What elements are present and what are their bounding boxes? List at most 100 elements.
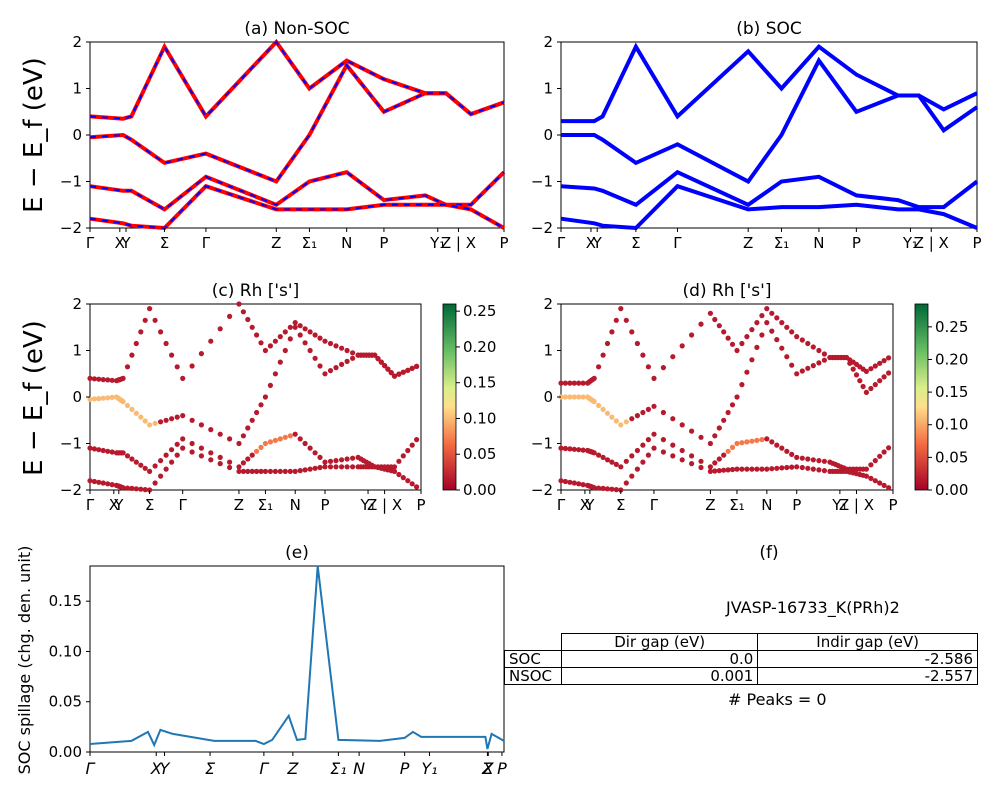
band-point-c [120, 399, 126, 405]
band-line-b [560, 183, 978, 231]
band-point-c [147, 422, 153, 428]
band-point-c [124, 485, 131, 491]
y-tick-label-d: −1 [531, 435, 553, 453]
band-point-d [881, 374, 887, 380]
band-point-d [881, 482, 887, 488]
band-point-d [764, 436, 770, 442]
panel-title-d: (d) Rh ['s'] [683, 281, 772, 301]
band-lines-b [560, 42, 979, 231]
band-point-d [816, 458, 822, 464]
band-point-d [739, 382, 745, 388]
band-point-d [623, 317, 629, 323]
band-point-d [877, 480, 883, 486]
band-point-d [868, 366, 874, 372]
band-point-d [764, 306, 770, 312]
colorbar-c [442, 303, 457, 491]
band-point-c [282, 434, 288, 440]
band-point-d [872, 382, 878, 388]
band-point-d [670, 416, 676, 422]
x-tick-label-c: Σ [145, 496, 154, 514]
x-tick-label-b: P [972, 234, 981, 252]
x-tick-label-a: Y₁ [429, 234, 445, 252]
band-point-c [174, 452, 180, 458]
band-point-d [660, 409, 667, 416]
band-point-c [302, 340, 308, 346]
band-point-d [886, 445, 892, 451]
x-tick-label-b: P [852, 234, 861, 252]
band-point-d [794, 454, 800, 460]
band-point-d [660, 437, 667, 443]
x-tick-label-a: P [379, 234, 388, 252]
band-point-d [604, 410, 611, 416]
band-point-d [651, 431, 657, 437]
band-point-c [236, 440, 242, 447]
y-tick-label-e: 0.15 [49, 592, 82, 610]
y-tick-label-b: −1 [531, 173, 553, 191]
band-point-d [784, 354, 790, 360]
band-point-d [613, 461, 619, 467]
table-corner [505, 634, 562, 651]
band-point-c [405, 478, 411, 484]
band-point-d [868, 462, 874, 468]
band-point-c [152, 317, 158, 323]
x-tick-label-b: Y [592, 234, 603, 252]
band-point-d [774, 315, 780, 321]
band-point-c [133, 410, 139, 416]
band-point-c [217, 454, 223, 460]
band-point-d [863, 466, 870, 472]
table-header-row: Dir gap (eV) Indir gap (eV) [505, 633, 978, 651]
band-point-c [254, 468, 260, 474]
band-point-c [142, 418, 148, 424]
band-point-c [217, 431, 223, 437]
x-tick-label-c: Σ₁ [258, 496, 274, 514]
band-point-c [287, 324, 293, 330]
colorbar-tick-label-c: 0.20 [463, 338, 496, 356]
band-point-d [645, 364, 652, 370]
band-point-c [277, 359, 283, 365]
band-point-d [596, 452, 602, 458]
table-row: NSOC 0.001 -2.557 [504, 667, 978, 685]
x-tick-label-e: X [482, 759, 495, 778]
band-point-d [754, 320, 760, 326]
band-point-d [877, 360, 883, 366]
band-point-d [764, 466, 770, 472]
band-point-d [567, 479, 573, 485]
band-point-d [779, 445, 785, 451]
band-point-d [609, 414, 615, 420]
band-point-c [344, 347, 350, 354]
band-point-d [580, 447, 586, 453]
band-point-c [372, 352, 378, 358]
band-point-d [567, 380, 573, 386]
band-point-c [152, 463, 158, 469]
band-point-c [297, 436, 303, 442]
band-point-c [158, 329, 164, 335]
band-point-d [821, 458, 828, 464]
x-tick-label-b: Σ₁ [774, 234, 790, 252]
band-point-c [245, 468, 251, 474]
band-point-d [613, 487, 619, 493]
band-point-d [618, 306, 624, 312]
band-point-c [378, 359, 384, 365]
band-point-c [344, 358, 350, 364]
band-point-d [872, 363, 878, 369]
band-point-d [799, 337, 805, 343]
band-point-c [333, 458, 339, 464]
band-point-d [604, 486, 611, 492]
band-point-c [405, 367, 411, 373]
band-point-c [388, 370, 394, 376]
band-point-d [596, 364, 602, 370]
band-line-b [560, 169, 979, 210]
band-point-d [596, 402, 602, 409]
band-point-c [91, 478, 97, 485]
band-point-c [249, 417, 255, 423]
band-point-d [651, 445, 657, 451]
band-point-d [810, 466, 816, 472]
band-point-c [152, 480, 158, 486]
x-tick-label-d: N [761, 496, 772, 514]
band-point-c [124, 364, 131, 370]
table-row-label: NSOC [504, 667, 562, 685]
band-point-d [613, 317, 619, 323]
x-tick-label-e: P [400, 759, 410, 778]
ylabel-spillage: SOC spillage (chg. den. unit) [15, 546, 34, 775]
y-tick-label-b: 0 [543, 126, 553, 144]
